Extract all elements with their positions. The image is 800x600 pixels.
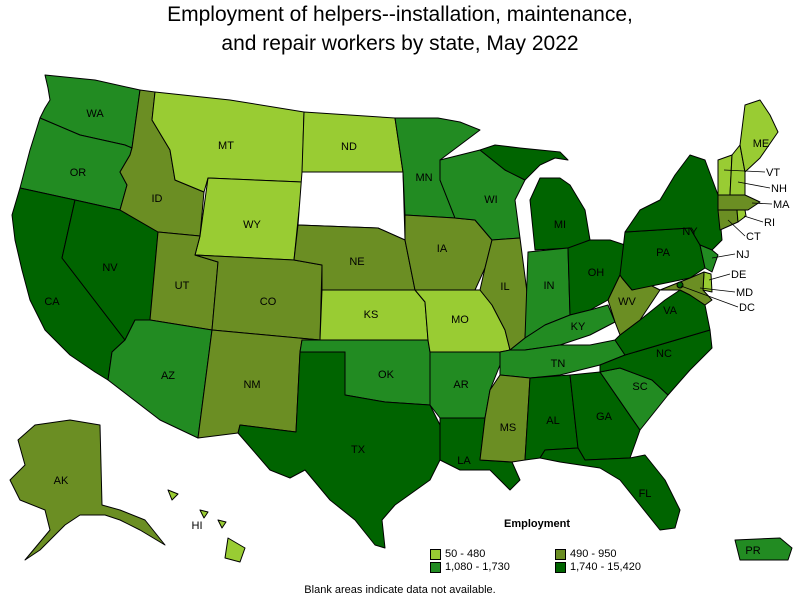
state-dc[interactable] xyxy=(676,281,684,289)
state-mt[interactable] xyxy=(151,91,305,193)
legend-swatch-2 xyxy=(555,548,566,560)
title-line-1: Employment of helpers--installation, mai… xyxy=(167,3,633,26)
state-nd[interactable] xyxy=(301,111,404,173)
state-de[interactable] xyxy=(702,271,713,293)
state-hi[interactable] xyxy=(167,489,246,563)
legend-label-1: 50 - 480 xyxy=(445,548,486,560)
legend-swatch-3 xyxy=(430,561,441,573)
state-ak[interactable] xyxy=(9,419,166,561)
legend-item-3: 1,080 - 1,730 xyxy=(430,561,510,574)
legend-item-1: 50 - 480 xyxy=(430,548,485,561)
state-ia[interactable] xyxy=(404,214,493,291)
title-line-2: and repair workers by state, May 2022 xyxy=(221,32,579,55)
state-ma[interactable] xyxy=(717,194,761,211)
legend-label-4: 1,740 - 15,420 xyxy=(570,561,641,573)
legend-swatch-4 xyxy=(555,561,566,573)
state-ri[interactable] xyxy=(736,209,747,223)
state-ct[interactable] xyxy=(717,209,739,231)
state-nj[interactable] xyxy=(699,244,719,273)
legend-label-3: 1,080 - 1,730 xyxy=(445,561,510,573)
state-me[interactable] xyxy=(739,99,779,173)
state-ks[interactable] xyxy=(319,289,429,341)
legend-title: Employment xyxy=(504,518,571,530)
legend-swatch-1 xyxy=(430,548,441,560)
state-al[interactable] xyxy=(524,374,579,461)
state-wy[interactable] xyxy=(194,177,303,261)
legend-item-4: 1,740 - 15,420 xyxy=(555,561,641,574)
state-pr[interactable] xyxy=(734,537,793,561)
map-title: Employment of helpers--installation, mai… xyxy=(0,0,800,58)
legend-item-2: 490 - 950 xyxy=(555,548,616,561)
state-fl[interactable] xyxy=(539,447,681,531)
legend-label-2: 490 - 950 xyxy=(570,548,617,560)
state-tx[interactable] xyxy=(237,351,441,549)
state-il[interactable] xyxy=(479,237,529,351)
legend: Employment 50 - 480 490 - 950 1,080 - 1,… xyxy=(430,518,680,578)
footnote: Blank areas indicate data not available. xyxy=(304,584,496,596)
